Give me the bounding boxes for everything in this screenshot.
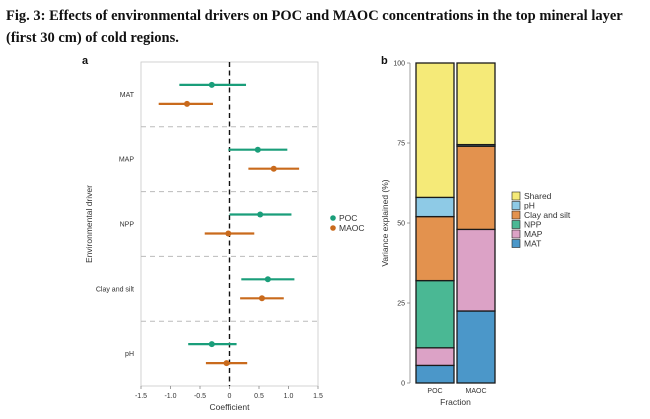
bar-segment-poc-clay-and-silt xyxy=(415,215,455,282)
bar-segment-maoc-clay-and-silt xyxy=(456,145,496,231)
maoc-point-npp xyxy=(225,230,232,237)
driver-label-map: MAP xyxy=(119,157,135,164)
variance-bar-chart: 0 25 50 75 100 Variance explained (%) POC MAOC F… xyxy=(380,61,571,408)
legend-swatch-poc xyxy=(330,215,336,221)
legend-label-mat: MAT xyxy=(524,239,541,249)
poc-point-clay-and-silt xyxy=(264,276,271,283)
y-tick-label: 75 xyxy=(397,141,405,148)
driver-label-npp: NPP xyxy=(120,222,135,229)
driver-label-mat: MAT xyxy=(120,92,135,99)
panel-a-label: a xyxy=(82,55,89,67)
x-axis-title: Fraction xyxy=(440,397,471,407)
poc-point-mat xyxy=(208,81,215,88)
maoc-point-map xyxy=(270,165,277,172)
legend-label-poc: POC xyxy=(339,213,357,223)
x-axis-title: Coefficient xyxy=(209,402,250,412)
y-axis-title: Variance explained (%) xyxy=(380,179,390,266)
legend-swatch-maoc xyxy=(330,225,336,231)
x-tick-label: 0 xyxy=(228,393,232,400)
driver-label-ph: pH xyxy=(125,351,134,358)
driver-label-clay-and-silt: Clay and silt xyxy=(96,286,134,293)
legend-swatch-shared xyxy=(511,191,521,201)
bar-segment-maoc-map xyxy=(456,228,496,312)
x-tick-label: -0.5 xyxy=(194,393,206,400)
maoc-point-ph xyxy=(223,360,230,367)
legend-label-maoc: MAOC xyxy=(339,223,365,233)
legend-label-npp: NPP xyxy=(524,220,542,230)
x-tick-label: -1.5 xyxy=(135,393,147,400)
legend-swatch-npp xyxy=(511,220,521,229)
bar-segment-poc-ph xyxy=(415,196,455,218)
bar-segment-poc-shared xyxy=(415,62,455,199)
figure-title: Fig. 3: Effects of environmental drivers… xyxy=(6,8,623,46)
x-tick-label-maoc: MAOC xyxy=(466,388,487,395)
bar-segment-maoc-mat xyxy=(456,310,496,384)
poc-point-npp xyxy=(257,211,264,218)
maoc-point-clay-and-silt xyxy=(258,295,265,302)
x-tick-label: 1.0 xyxy=(284,393,294,400)
legend-swatch-ph xyxy=(511,201,521,210)
x-tick-label: 1.5 xyxy=(313,393,323,400)
x-tick-label: -1.0 xyxy=(164,393,176,400)
y-tick-label: 50 xyxy=(397,221,405,228)
legend-label-map: MAP xyxy=(524,229,543,239)
bar-segment-poc-npp xyxy=(415,279,455,349)
legend-label-shared: Shared xyxy=(524,191,552,201)
maoc-point-mat xyxy=(184,100,191,107)
x-tick-label: 0.5 xyxy=(254,393,264,400)
bar-segment-maoc-shared xyxy=(456,62,496,146)
y-tick-label: 0 xyxy=(401,381,405,388)
legend-swatch-map xyxy=(511,229,521,239)
legend-label-ph: pH xyxy=(524,201,535,211)
y-tick-label: 100 xyxy=(393,61,405,68)
coefficient-plot: -1.5 -1.0 -0.5 0 0.5 1.0 1.5 Coefficient Environ… xyxy=(84,61,365,412)
y-tick-label: 25 xyxy=(397,301,405,308)
bar-segment-poc-map xyxy=(415,347,455,367)
x-tick-label-poc: POC xyxy=(427,388,442,395)
legend-label-clay-and-silt: Clay and silt xyxy=(524,210,571,220)
poc-point-map xyxy=(254,146,261,153)
panel-b-label: b xyxy=(381,55,388,67)
poc-point-ph xyxy=(208,341,215,348)
legend-swatch-clay-and-silt xyxy=(511,210,521,220)
legend-swatch-mat xyxy=(511,239,521,248)
bar-segment-poc-mat xyxy=(415,364,455,384)
y-axis-title: Environmental driver xyxy=(84,185,94,263)
